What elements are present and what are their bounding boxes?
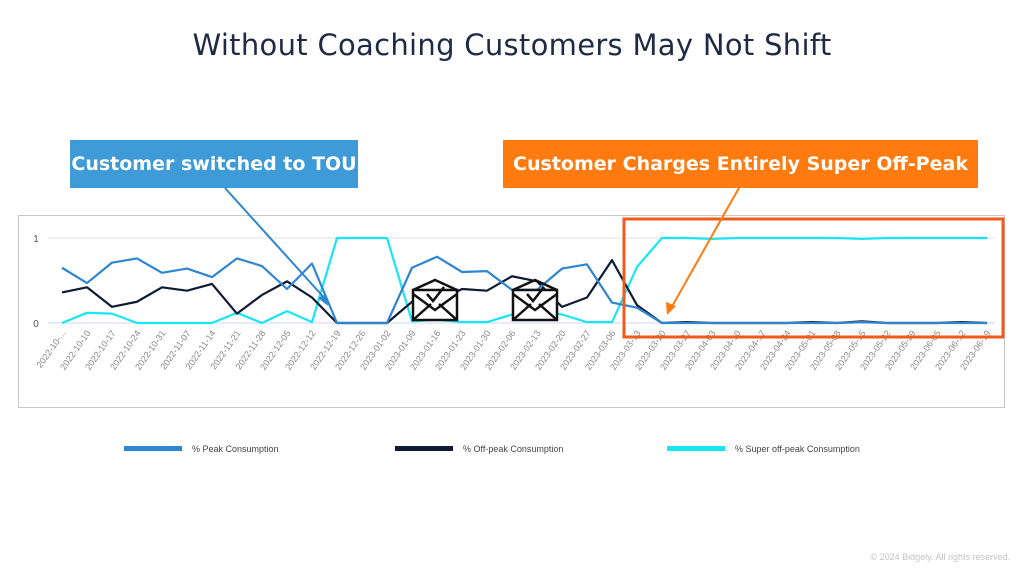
highlight-box xyxy=(622,217,1005,339)
copyright-footer: © 2024 Bidgely. All rights reserved. xyxy=(870,552,1010,562)
legend-label: % Peak Consumption xyxy=(192,444,279,454)
y-tick-label: 1 xyxy=(33,234,39,245)
envelope-check-icon xyxy=(511,278,559,322)
legend-swatch xyxy=(667,446,725,451)
legend-swatch xyxy=(395,446,453,451)
super-off-peak-arrow xyxy=(666,185,741,315)
callout-super-off-peak: Customer Charges Entirely Super Off-Peak xyxy=(503,140,978,188)
envelope-check-icon xyxy=(411,278,459,322)
legend-label: % Off-peak Consumption xyxy=(463,444,563,454)
legend-label: % Super off-peak Consumption xyxy=(735,444,860,454)
legend-swatch xyxy=(124,446,182,451)
slide-title: Without Coaching Customers May Not Shift xyxy=(192,28,832,62)
callout-customer-switched-to-tou: Customer switched to TOU xyxy=(70,140,358,188)
y-tick-label: 0 xyxy=(33,319,39,330)
tou-arrow xyxy=(224,187,329,306)
